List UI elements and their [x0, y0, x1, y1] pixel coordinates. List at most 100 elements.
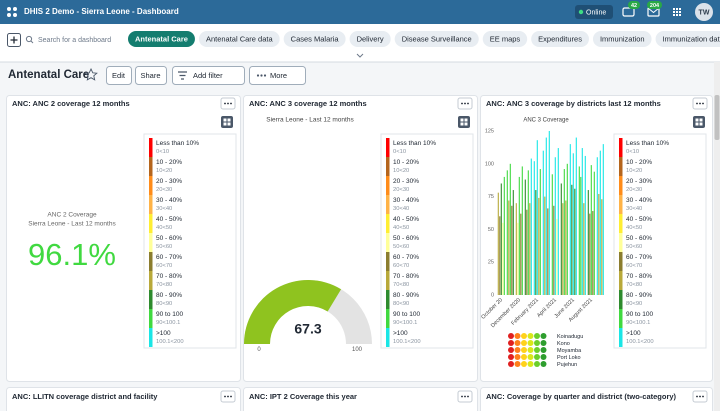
toggle-glyph — [223, 122, 227, 126]
legend-range: 30<40 — [156, 206, 172, 212]
toggle-glyph — [464, 118, 468, 122]
action-button[interactable]: Add filter — [172, 66, 245, 85]
legend-label: 80 - 90% — [393, 292, 419, 299]
legend-swatch — [619, 252, 623, 271]
dots-icon — [263, 74, 267, 77]
chip-label: Cases Malaria — [291, 34, 340, 43]
bar — [569, 144, 571, 295]
action-button[interactable]: Share — [135, 66, 167, 85]
toggle-glyph — [695, 122, 699, 126]
dashboard-chip[interactable]: Antenatal Care data — [198, 31, 280, 47]
bar — [571, 184, 573, 295]
legend-dot — [521, 361, 527, 367]
item-menu-button[interactable] — [457, 390, 473, 403]
dashboard-chip[interactable]: Immunization data — [655, 31, 720, 47]
legend-label: 90 to 100 — [626, 311, 653, 318]
chip-background — [283, 31, 346, 47]
bar — [526, 209, 528, 295]
item-card — [243, 387, 478, 411]
messages-icon[interactable]: 42 — [622, 1, 640, 17]
legend-range: 100.1<200 — [156, 339, 184, 345]
item-menu-button[interactable] — [220, 390, 236, 403]
legend-dot — [527, 340, 534, 346]
legend-range: 60<70 — [393, 263, 409, 269]
apps-icon[interactable] — [673, 8, 681, 16]
chip-background — [198, 31, 280, 47]
avatar[interactable] — [695, 3, 713, 21]
dashboard-chip[interactable]: Antenatal Care — [128, 31, 195, 47]
series-legend-label: Moyamba — [557, 348, 582, 354]
menu-dot — [224, 395, 226, 398]
menu-dot — [230, 395, 232, 398]
bar — [512, 190, 514, 295]
bar — [599, 150, 601, 295]
toggle-glyph — [227, 122, 231, 126]
legend-toggle-button[interactable] — [693, 116, 705, 128]
legend-range: 30<40 — [626, 206, 642, 212]
legend-frame — [143, 133, 237, 349]
bar — [572, 153, 574, 295]
star-button[interactable] — [84, 67, 98, 81]
bar — [551, 174, 553, 295]
toggle-background — [458, 116, 470, 128]
legend-toggle-button[interactable] — [458, 116, 470, 128]
legend-swatch — [149, 252, 153, 271]
menu-dot — [464, 102, 466, 105]
item-title: ANC: Coverage by quarter and district (t… — [486, 392, 677, 401]
app-title: DHIS 2 Demo - Sierra Leone - Dashboard — [24, 7, 179, 16]
menu-dot — [227, 395, 229, 398]
dashboard-chip[interactable]: Delivery — [349, 31, 391, 47]
bar — [560, 183, 562, 295]
dashboard-chip[interactable]: Disease Surveillance — [394, 31, 479, 47]
scrollbar — [714, 62, 720, 411]
legend-range: 90<100.1 — [156, 320, 180, 326]
legend-swatch — [619, 233, 623, 252]
legend-frame — [613, 133, 707, 349]
legend-label: Less than 10% — [156, 140, 199, 147]
item-menu-button[interactable] — [692, 390, 708, 403]
interpretations-icon[interactable]: 204 — [647, 1, 662, 17]
chip-label: EE maps — [490, 34, 521, 43]
item-menu-button[interactable] — [692, 97, 708, 110]
item-subtitle: ANC 2 Coverage — [47, 212, 97, 219]
dashboard-chips: Antenatal Care Antenatal Care data Cases M… — [128, 31, 720, 47]
item-menu-button[interactable] — [220, 97, 236, 110]
legend-swatch — [149, 214, 153, 233]
legend-swatch — [386, 233, 390, 252]
legend-dot — [521, 333, 527, 339]
dashboard-chip[interactable]: Cases Malaria — [283, 31, 346, 47]
legend-swatch — [619, 157, 623, 176]
bar — [574, 188, 576, 295]
action-button[interactable]: Edit — [106, 66, 132, 85]
expand-chevron[interactable] — [356, 53, 364, 58]
item-menu-button[interactable] — [457, 97, 473, 110]
bar — [499, 216, 501, 295]
bar — [598, 193, 600, 295]
search-input[interactable]: Search for a dashboard — [38, 37, 111, 44]
bar — [553, 205, 555, 295]
bar — [502, 222, 504, 295]
item-title: ANC: ANC 2 coverage 12 months — [12, 99, 130, 108]
action-button[interactable]: More — [249, 66, 306, 85]
bar — [542, 150, 544, 295]
badge: 204 — [650, 3, 660, 9]
bar — [562, 203, 564, 295]
bar — [515, 203, 517, 295]
legend-range: 80<90 — [156, 301, 172, 307]
dashboard-item: ANC: ANC 3 coverage 12 months Less than 1… — [243, 95, 478, 382]
legend-swatch — [619, 176, 623, 195]
legend-toggle-button[interactable] — [221, 116, 233, 128]
status-dot — [578, 9, 584, 15]
dashboard-chip[interactable]: EE maps — [482, 31, 528, 47]
dashboard-chip[interactable]: Expenditures — [531, 31, 589, 47]
legend-range: 40<50 — [393, 225, 409, 231]
legend-label: 70 - 80% — [626, 273, 652, 280]
legend-label: 40 - 50% — [156, 216, 182, 223]
bar — [530, 158, 532, 295]
legend-label: 80 - 90% — [626, 292, 652, 299]
dashboard-chip[interactable]: Immunization — [592, 31, 652, 47]
legend-swatch — [386, 214, 390, 233]
scrollbar-thumb[interactable] — [714, 95, 720, 140]
toggle-background — [693, 116, 705, 128]
